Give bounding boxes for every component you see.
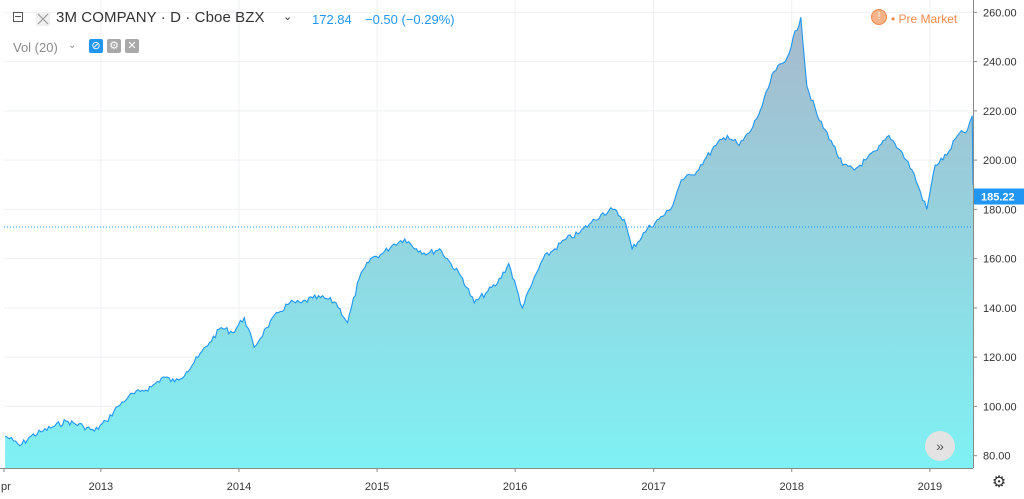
flag-icon	[36, 12, 50, 26]
symbol-title[interactable]: 3M COMPANY · D · Cboe BZX	[56, 9, 265, 26]
y-tick-label: 240.00	[983, 57, 1017, 69]
x-tick-label: pr	[1, 481, 11, 493]
eye-off-icon[interactable]: ⊘	[89, 39, 103, 53]
y-tick-label: 200.00	[983, 155, 1017, 167]
market-status: • Pre Market	[891, 12, 958, 26]
close-icon[interactable]: ✕	[125, 39, 139, 53]
price-series-line	[4, 17, 974, 447]
y-tick-label: 260.00	[983, 7, 1017, 19]
y-tick-label: 160.00	[983, 254, 1017, 266]
chevron-down-icon[interactable]: ⌄	[68, 40, 77, 51]
x-tick-label: 2016	[503, 481, 527, 493]
market-status-label: Pre Market	[898, 12, 958, 26]
x-tick-label: 2013	[89, 481, 113, 493]
volume-indicator-label[interactable]: Vol (20)	[13, 40, 58, 55]
minus-square-icon[interactable]	[13, 12, 23, 22]
double-chevron-right-icon[interactable]: »	[925, 431, 955, 461]
gear-icon[interactable]: ⚙	[107, 39, 121, 53]
last-value-badge	[974, 188, 1024, 205]
y-tick-label: 120.00	[983, 352, 1017, 364]
price-area-fill	[5, 17, 974, 468]
gear-icon[interactable]: ⚙	[991, 474, 1007, 491]
x-tick-label: 2019	[918, 481, 942, 493]
clock-icon: !	[871, 9, 887, 25]
last-price: 172.84	[312, 12, 352, 27]
x-tick-label: 2018	[780, 481, 804, 493]
x-tick-label: 2015	[365, 481, 389, 493]
x-tick-label: 2014	[227, 481, 251, 493]
chevron-down-icon[interactable]: ⌄	[283, 11, 293, 23]
last-value-label: 185.22	[981, 192, 1015, 204]
y-tick-label: 80.00	[983, 451, 1011, 463]
y-tick-label: 140.00	[983, 303, 1017, 315]
price-change: −0.50 (−0.29%)	[365, 12, 455, 27]
y-tick-label: 100.00	[983, 401, 1017, 413]
y-tick-label: 220.00	[983, 106, 1017, 118]
x-tick-label: 2017	[641, 481, 665, 493]
y-tick-label: 180.00	[983, 204, 1017, 216]
